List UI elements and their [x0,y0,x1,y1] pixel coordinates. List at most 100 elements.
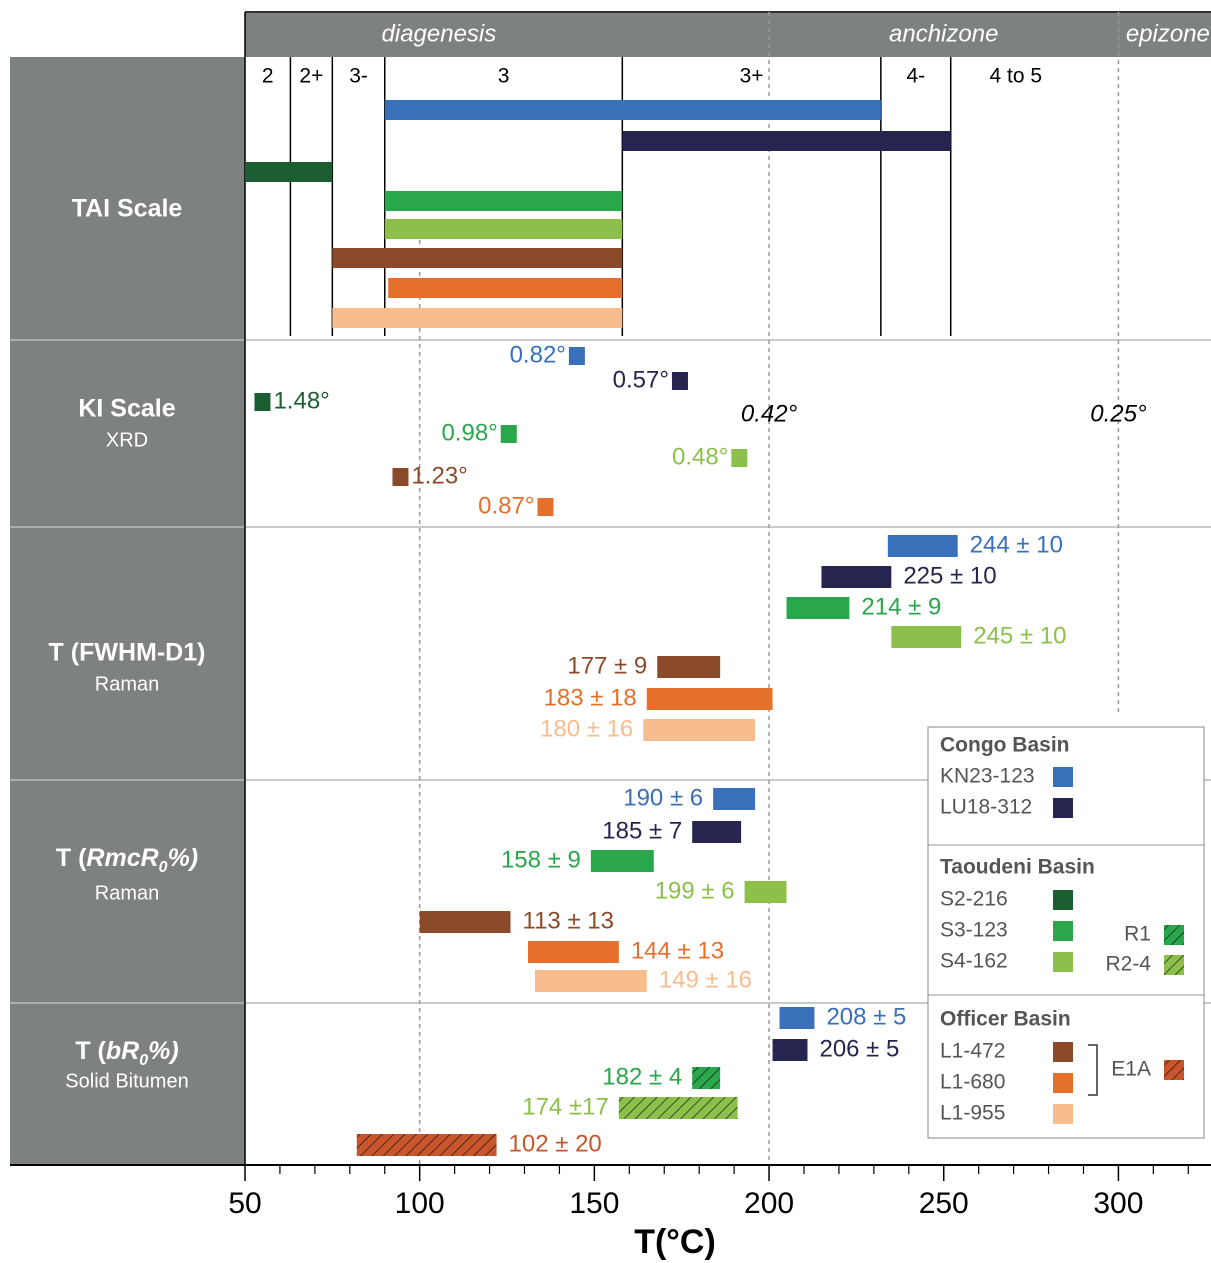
stage-label: 2 [262,65,274,88]
rmc-label: 113 ± 13 [523,907,614,934]
title-part: RmcR [86,844,158,872]
br-range [779,1007,815,1029]
stage-label: 2+ [299,65,323,88]
panel-title: TAI Scale [72,195,183,223]
ki-label: 0.48° [672,443,728,470]
rmc-label: 149 ± 16 [659,966,752,993]
x-axis-label: T(°C) [634,1223,716,1261]
tai-range [245,162,333,182]
fwhm-label: 177 ± 9 [567,652,647,679]
panel-subtitle: Raman [95,673,159,695]
title-part: T ( [75,1037,106,1065]
stage-label: 3+ [740,65,764,88]
zone-label: epizone [1126,20,1210,47]
tai-range [384,191,623,211]
legend-group-title: Congo Basin [940,734,1070,757]
fwhm-range [786,597,850,619]
title-part: 0 [159,859,168,876]
panel-title: T (bR0%) [75,1037,178,1069]
rmc-range [692,821,742,843]
tai-range [332,248,623,268]
ki-marker [731,449,748,467]
ki-marker [500,425,517,443]
reference-label: 0.42° [741,400,798,427]
fwhm-range [821,566,892,588]
x-tick-label: 250 [919,1187,969,1220]
br-label: 208 ± 5 [826,1003,906,1030]
fwhm-range [887,535,958,557]
tai-range [622,131,951,151]
marks: 0.82° 244 ± 10 190 ± 6 208 ± 5 0.57° 225 ± 10… [245,100,1066,1157]
legend-group-title: Taoudeni Basin [940,856,1095,879]
fwhm-range [643,719,756,741]
rmc-label: 199 ± 6 [655,877,735,904]
x-tick-label: 150 [569,1187,619,1220]
ki-label: 0.87° [478,492,534,519]
rmc-label: 190 ± 6 [623,784,703,811]
br-label: 102 ± 20 [509,1130,602,1157]
panel-subtitle: Solid Bitumen [65,1070,188,1092]
legend-label: S2-216 [940,888,1008,911]
tai-range [384,100,881,120]
title-part: 0 [139,1052,148,1069]
rmc-range [419,911,511,933]
rmc-range [713,788,756,810]
legend-swatch [1053,767,1073,787]
br-range [772,1039,808,1061]
stage-label: 4- [906,65,925,88]
zone-label: diagenesis [382,20,497,47]
br-range [356,1134,497,1156]
panel-subtitle: XRD [106,429,148,451]
legend-label: S3-123 [940,919,1008,942]
title-part: bR [106,1037,139,1065]
tai-range [388,278,623,298]
title-part: %) [168,844,199,872]
ki-label: 0.98° [441,419,497,446]
legend-label: KN23-123 [940,765,1035,788]
ki-label: 0.57° [613,366,669,393]
zone-label: anchizone [889,20,998,47]
x-tick-label: 300 [1093,1187,1143,1220]
legend-swatch [1164,925,1184,945]
fwhm-label: 180 ± 16 [540,715,633,742]
fwhm-label: 244 ± 10 [970,531,1063,558]
fwhm-range [646,688,773,710]
legend-swatch [1053,921,1073,941]
br-range [618,1097,738,1119]
ki-marker [392,468,409,486]
label-panel [10,57,245,1165]
panel-title: T (RmcR0%) [56,844,198,876]
rmc-range [527,941,619,963]
legend-swatch [1164,1060,1184,1080]
ki-label: 1.23° [411,462,467,489]
stage-label: 3 [498,65,510,88]
legend-group-title: Officer Basin [940,1008,1071,1031]
fwhm-label: 245 ± 10 [973,622,1066,649]
legend-swatch [1164,955,1184,975]
br-range [692,1067,721,1089]
tai-range [384,219,623,239]
fwhm-label: 214 ± 9 [861,593,941,620]
legend-label: L1-955 [940,1102,1005,1125]
ki-label: 1.48° [273,387,329,414]
legend-label: R1 [1124,923,1151,946]
fwhm-range [891,626,962,648]
legend-swatch [1053,1104,1073,1124]
ki-marker [568,347,585,365]
ki-marker [671,372,688,390]
ki-marker [537,498,554,516]
br-label: 182 ± 4 [602,1063,682,1090]
title-part: %) [148,1037,179,1065]
title-part: T ( [56,844,87,872]
legend-bracket [1088,1044,1098,1096]
legend-label: E1A [1111,1058,1151,1081]
x-tick-label: 100 [395,1187,445,1220]
panel-title: KI Scale [78,395,175,423]
x-tick-label: 200 [744,1187,794,1220]
reference-label: 0.25° [1090,400,1147,427]
panel-title: T (FWHM-D1) [49,639,206,667]
fwhm-label: 183 ± 18 [544,684,637,711]
rmc-label: 185 ± 7 [602,817,682,844]
br-label: 206 ± 5 [819,1035,899,1062]
legend-label: LU18-312 [940,796,1032,819]
